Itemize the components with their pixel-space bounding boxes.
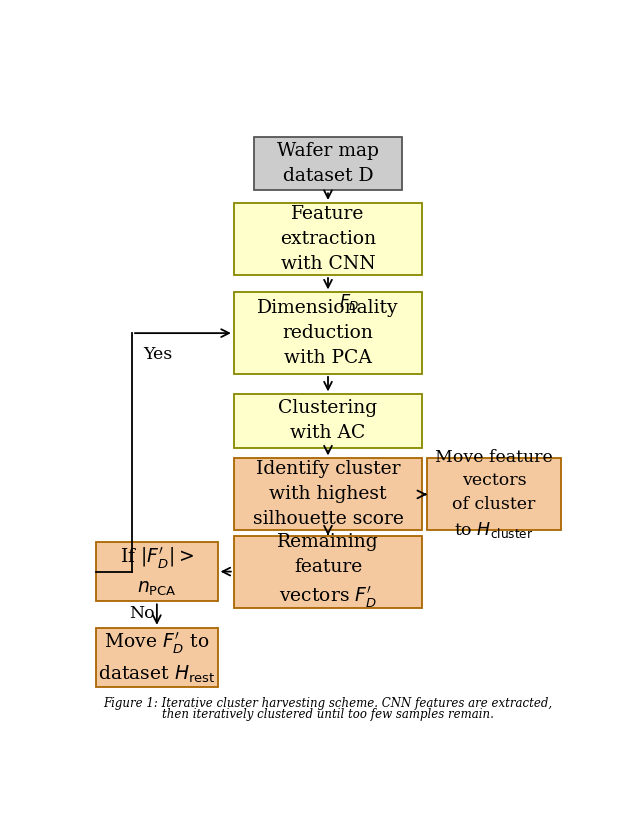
Text: $F_D$: $F_D$ [339, 293, 360, 312]
Text: Dimensionality
reduction
with PCA: Dimensionality reduction with PCA [257, 299, 399, 367]
FancyBboxPatch shape [96, 628, 218, 687]
Text: Figure 1: Iterative cluster harvesting scheme. CNN features are extracted,: Figure 1: Iterative cluster harvesting s… [104, 697, 552, 710]
Text: Wafer map
dataset D: Wafer map dataset D [277, 142, 379, 185]
Text: Remaining
feature
vectors $F_D'$: Remaining feature vectors $F_D'$ [277, 533, 379, 610]
Text: then iteratively clustered until too few samples remain.: then iteratively clustered until too few… [162, 707, 494, 720]
FancyBboxPatch shape [234, 535, 422, 608]
Text: Feature
extraction
with CNN: Feature extraction with CNN [280, 205, 376, 273]
FancyBboxPatch shape [234, 293, 422, 374]
Text: Clustering
with AC: Clustering with AC [278, 399, 378, 443]
Text: No: No [130, 605, 156, 622]
FancyBboxPatch shape [234, 203, 422, 275]
Text: Move $F_D'$ to
dataset $H_{\mathrm{rest}}$: Move $F_D'$ to dataset $H_{\mathrm{rest}… [98, 630, 216, 685]
FancyBboxPatch shape [428, 458, 561, 531]
Text: Identify cluster
with highest
silhouette score: Identify cluster with highest silhouette… [253, 460, 403, 528]
Text: Move feature
vectors
of cluster
to $H_{\mathrm{cluster}}$: Move feature vectors of cluster to $H_{\… [435, 449, 553, 540]
FancyBboxPatch shape [253, 137, 403, 191]
Text: Yes: Yes [143, 346, 173, 363]
FancyBboxPatch shape [234, 394, 422, 447]
FancyBboxPatch shape [234, 458, 422, 531]
FancyBboxPatch shape [96, 542, 218, 601]
Text: If $|F_D'| >$
$n_{\mathrm{PCA}}$: If $|F_D'| >$ $n_{\mathrm{PCA}}$ [120, 546, 194, 597]
